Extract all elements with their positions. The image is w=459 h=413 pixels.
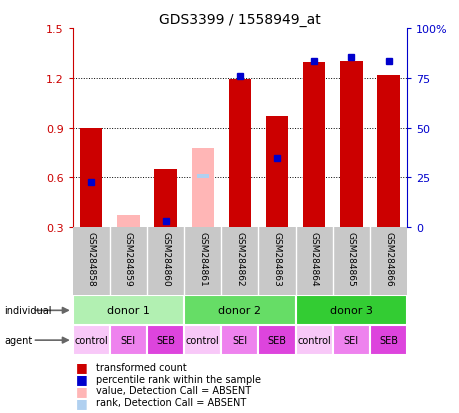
Text: ■: ■ bbox=[76, 384, 88, 397]
Text: SEI: SEI bbox=[343, 335, 358, 345]
Text: ■: ■ bbox=[76, 372, 88, 385]
Text: GSM284864: GSM284864 bbox=[309, 231, 318, 285]
Text: SEI: SEI bbox=[121, 335, 136, 345]
Text: GSM284860: GSM284860 bbox=[161, 231, 170, 285]
Bar bbox=[295, 296, 406, 325]
Text: individual: individual bbox=[5, 306, 52, 316]
Text: SEB: SEB bbox=[156, 335, 175, 345]
Bar bbox=[196, 174, 208, 178]
Bar bbox=[184, 296, 295, 325]
Bar bbox=[117, 215, 139, 228]
Text: GSM284863: GSM284863 bbox=[272, 231, 281, 285]
Bar bbox=[191, 148, 213, 228]
Bar bbox=[228, 80, 251, 228]
Text: transformed count: transformed count bbox=[96, 362, 186, 372]
Text: SEB: SEB bbox=[267, 335, 286, 345]
Bar bbox=[302, 63, 325, 228]
Text: GSM284858: GSM284858 bbox=[87, 231, 95, 285]
Bar bbox=[80, 128, 102, 228]
Text: percentile rank within the sample: percentile rank within the sample bbox=[96, 374, 261, 384]
Text: control: control bbox=[185, 335, 219, 345]
Text: agent: agent bbox=[5, 335, 33, 345]
Text: donor 2: donor 2 bbox=[218, 306, 261, 316]
Text: ■: ■ bbox=[76, 396, 88, 409]
Bar bbox=[340, 62, 362, 228]
Text: SEI: SEI bbox=[232, 335, 247, 345]
Bar bbox=[221, 325, 258, 355]
Title: GDS3399 / 1558949_at: GDS3399 / 1558949_at bbox=[159, 13, 320, 27]
Bar bbox=[295, 325, 332, 355]
Text: GSM284859: GSM284859 bbox=[123, 231, 133, 285]
Text: value, Detection Call = ABSENT: value, Detection Call = ABSENT bbox=[96, 386, 251, 396]
Bar bbox=[369, 325, 406, 355]
Text: GSM284861: GSM284861 bbox=[198, 231, 207, 285]
Text: donor 1: donor 1 bbox=[107, 306, 150, 316]
Text: rank, Detection Call = ABSENT: rank, Detection Call = ABSENT bbox=[96, 397, 246, 407]
Bar bbox=[73, 325, 110, 355]
Bar bbox=[376, 76, 399, 228]
Bar bbox=[258, 325, 295, 355]
Text: control: control bbox=[74, 335, 108, 345]
Bar bbox=[154, 170, 176, 228]
Bar bbox=[265, 117, 288, 228]
Bar bbox=[184, 325, 221, 355]
Text: GSM284866: GSM284866 bbox=[383, 231, 392, 285]
Bar bbox=[73, 296, 184, 325]
Text: ■: ■ bbox=[76, 361, 88, 373]
Bar bbox=[332, 325, 369, 355]
Bar bbox=[147, 325, 184, 355]
Text: SEB: SEB bbox=[378, 335, 397, 345]
Text: donor 3: donor 3 bbox=[329, 306, 372, 316]
Text: control: control bbox=[297, 335, 330, 345]
Text: GSM284862: GSM284862 bbox=[235, 231, 244, 285]
Text: GSM284865: GSM284865 bbox=[346, 231, 355, 285]
Bar bbox=[110, 325, 147, 355]
